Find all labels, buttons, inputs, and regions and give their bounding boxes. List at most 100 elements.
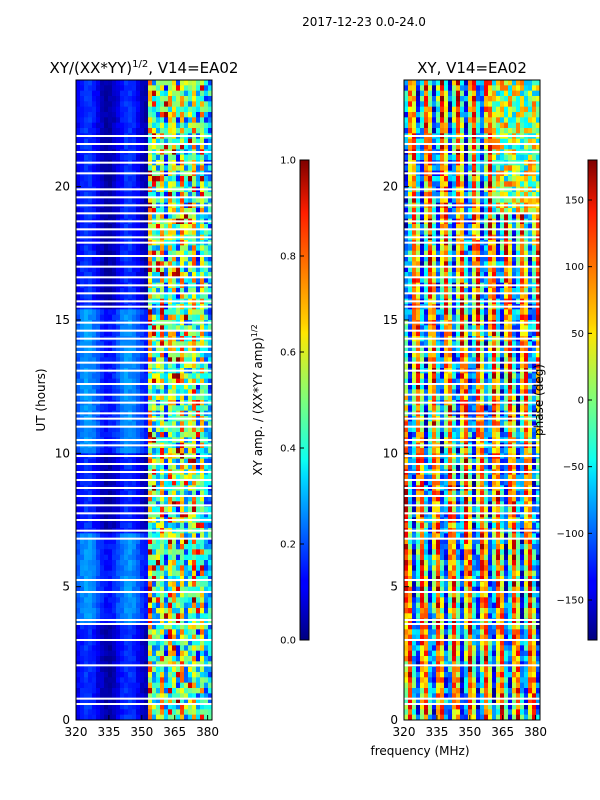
heatmap-cell <box>188 128 193 134</box>
heatmap-cell <box>200 448 205 454</box>
heatmap-cell <box>140 192 145 198</box>
heatmap-cell <box>140 288 145 294</box>
heatmap-cell <box>80 229 85 236</box>
heatmap-cell <box>160 208 165 214</box>
heatmap-cell <box>136 506 141 513</box>
heatmap-cell <box>136 464 141 470</box>
heatmap-cell <box>156 229 161 236</box>
heatmap-cell <box>504 85 509 92</box>
heatmap-cell <box>76 544 81 550</box>
heatmap-cell <box>108 256 113 262</box>
heatmap-cell <box>132 688 137 694</box>
heatmap-cell <box>112 714 117 721</box>
heatmap-cell <box>200 117 205 124</box>
heatmap-cell <box>152 277 157 284</box>
heatmap-cell <box>160 213 165 220</box>
heatmap-cell <box>108 634 113 641</box>
heatmap-cell <box>96 661 101 668</box>
heatmap-cell <box>96 693 101 700</box>
heatmap-cell <box>84 549 89 556</box>
heatmap-cell <box>76 714 81 721</box>
heatmap-cell <box>176 181 181 188</box>
heatmap-cell <box>104 176 109 182</box>
heatmap-cell <box>132 624 137 630</box>
heatmap-cell <box>156 490 161 497</box>
heatmap-cell <box>512 80 517 86</box>
heatmap-cell <box>168 277 173 284</box>
heatmap-cell <box>176 293 181 300</box>
heatmap-cell <box>80 245 85 252</box>
heatmap-cell <box>100 597 105 604</box>
heatmap-cell <box>96 261 101 268</box>
heatmap-cell <box>196 480 201 486</box>
heatmap-cell <box>436 165 441 172</box>
heatmap-cell <box>196 176 201 182</box>
heatmap-cell <box>420 144 425 150</box>
heatmap-cell <box>508 101 513 108</box>
heatmap-cell <box>148 96 153 102</box>
heatmap-cell <box>144 682 149 689</box>
heatmap-cell <box>144 554 149 561</box>
heatmap-cell <box>104 634 109 641</box>
heatmap-cell <box>192 661 197 668</box>
heatmap-cell <box>500 192 505 198</box>
heatmap-cell <box>132 464 137 470</box>
y-tick-label: 20 <box>55 180 70 194</box>
heatmap-cell <box>196 698 201 705</box>
heatmap-cell <box>164 266 169 273</box>
heatmap-cell <box>432 122 437 129</box>
heatmap-cell <box>428 90 433 97</box>
heatmap-cell <box>92 448 97 454</box>
heatmap-cell <box>472 128 477 134</box>
heatmap-cell <box>192 448 197 454</box>
heatmap-cell <box>152 581 157 588</box>
heatmap-cell <box>180 330 185 337</box>
heatmap-cell <box>140 405 145 412</box>
heatmap-cell <box>100 666 105 673</box>
heatmap-cell <box>404 122 409 129</box>
heatmap-cell <box>200 261 205 268</box>
heatmap-cell <box>152 602 157 609</box>
heatmap-cell <box>132 533 137 540</box>
heatmap-cell <box>100 362 105 369</box>
heatmap-cell <box>108 650 113 657</box>
heatmap-cell <box>124 650 129 657</box>
heatmap-cell <box>200 176 205 182</box>
heatmap-cell <box>456 112 461 118</box>
heatmap-cell <box>116 704 121 710</box>
heatmap-cell <box>408 112 413 118</box>
heatmap-cell <box>160 277 165 284</box>
heatmap-cell <box>480 85 485 92</box>
heatmap-cell <box>192 144 197 150</box>
heatmap-cell <box>412 117 417 124</box>
heatmap-cell <box>156 144 161 150</box>
heatmap-cell <box>88 261 93 268</box>
heatmap-cell <box>504 154 509 161</box>
heatmap-cell <box>124 629 129 636</box>
heatmap-cell <box>436 192 441 198</box>
heatmap-cell <box>140 618 145 625</box>
heatmap-cell <box>176 544 181 550</box>
heatmap-cell <box>204 480 209 486</box>
heatmap-cell <box>200 432 205 438</box>
heatmap-cell <box>136 314 141 321</box>
heatmap-cell <box>204 101 209 108</box>
heatmap-cell <box>92 688 97 694</box>
heatmap-cell <box>204 501 209 508</box>
heatmap-cell <box>136 181 141 188</box>
heatmap-cell <box>188 458 193 465</box>
heatmap-cell <box>476 112 481 118</box>
heatmap-cell <box>120 618 125 625</box>
heatmap-cell <box>124 357 129 364</box>
heatmap-cell <box>144 266 149 273</box>
heatmap-cell <box>488 122 493 129</box>
heatmap-cell <box>196 576 201 582</box>
heatmap-cell <box>196 490 201 497</box>
heatmap-cell <box>188 213 193 220</box>
heatmap-cell <box>520 154 525 161</box>
heatmap-cell <box>100 144 105 150</box>
heatmap-cell <box>516 138 521 145</box>
heatmap-cell <box>156 533 161 540</box>
heatmap-cell <box>132 698 137 705</box>
heatmap-cell <box>116 474 121 481</box>
